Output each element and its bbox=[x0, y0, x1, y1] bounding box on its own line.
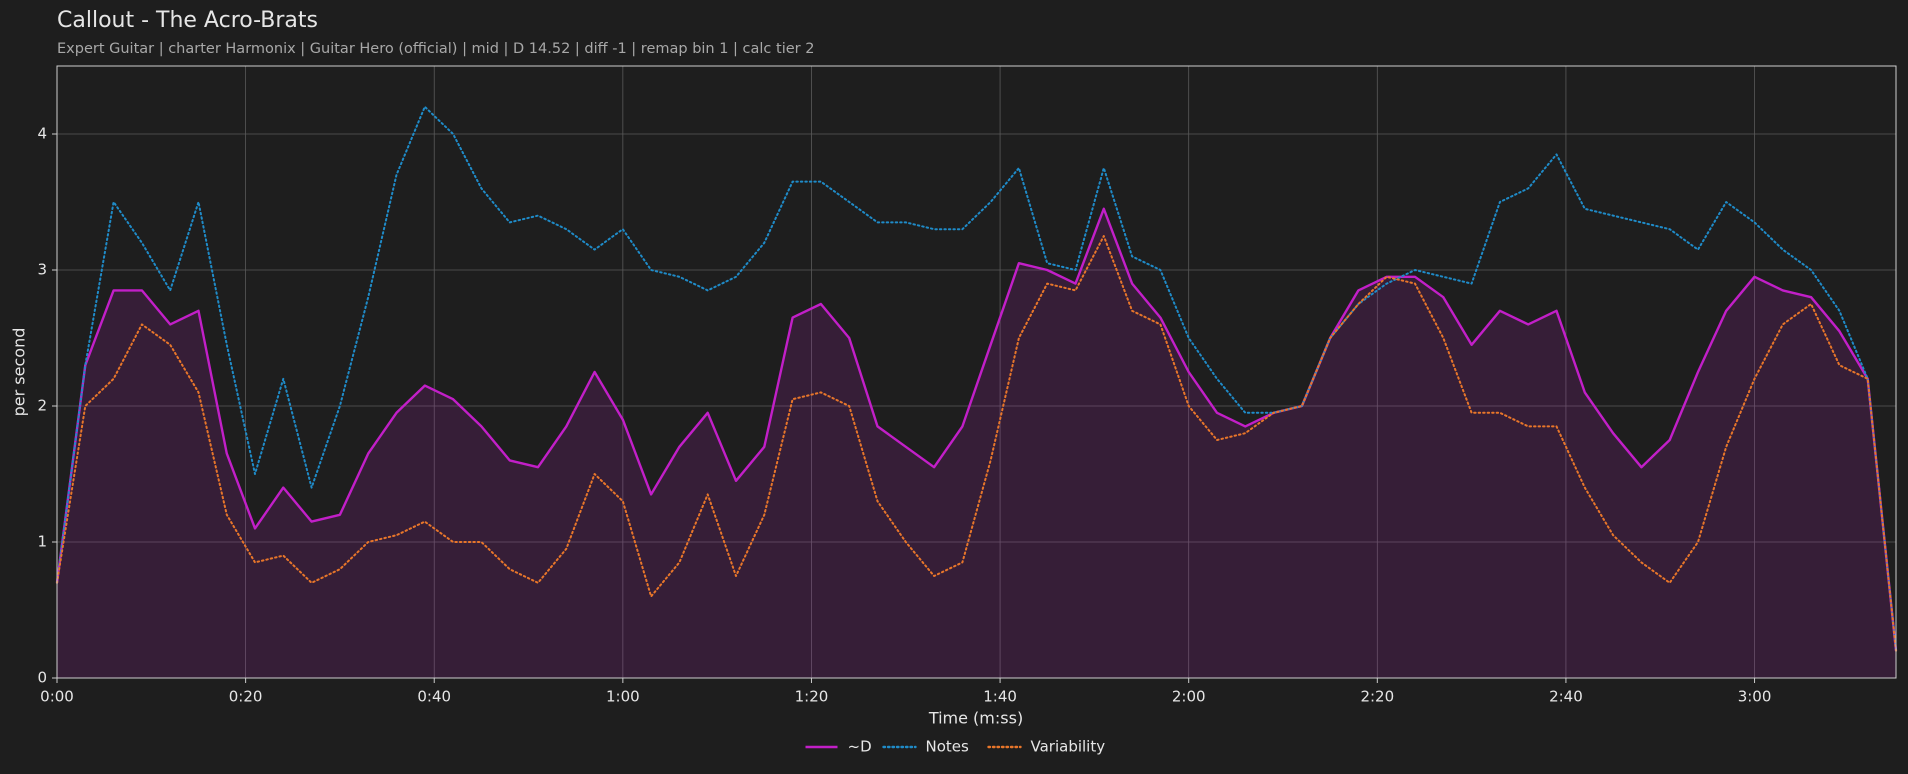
x-tick-label: 0:00 bbox=[40, 688, 74, 706]
x-tick-label: 2:00 bbox=[1172, 688, 1206, 706]
legend-label: ~D bbox=[848, 738, 872, 756]
x-tick-label: 2:20 bbox=[1360, 688, 1394, 706]
y-tick-label: 1 bbox=[37, 533, 47, 551]
chart-subtitle: Expert Guitar | charter Harmonix | Guita… bbox=[57, 41, 814, 57]
plot-frame bbox=[56, 65, 1897, 679]
plot-area bbox=[57, 66, 1896, 678]
y-tick-label: 0 bbox=[37, 669, 47, 687]
x-tick-label: 1:00 bbox=[606, 688, 640, 706]
x-tick-label: 2:40 bbox=[1549, 688, 1583, 706]
y-tick-label: 4 bbox=[37, 125, 47, 143]
chart-title: Callout - The Acro-Brats bbox=[57, 8, 318, 33]
x-axis-label: Time (m:ss) bbox=[928, 709, 1023, 728]
area bbox=[57, 208, 1896, 679]
y-tick-label: 2 bbox=[37, 397, 47, 415]
line-series bbox=[56, 235, 1897, 652]
y-axis-label: per second bbox=[10, 328, 29, 417]
line-series bbox=[55, 207, 1898, 651]
line-series bbox=[56, 105, 1897, 652]
x-tick-label: 1:40 bbox=[983, 688, 1017, 706]
y-tick-label: 3 bbox=[37, 261, 47, 279]
x-tick-label: 0:40 bbox=[417, 688, 451, 706]
legend-label: Notes bbox=[926, 738, 970, 756]
x-tick-label: 0:20 bbox=[229, 688, 263, 706]
legend-label: Variability bbox=[1031, 738, 1106, 756]
x-tick-label: 3:00 bbox=[1738, 688, 1772, 706]
x-tick-label: 1:20 bbox=[795, 688, 829, 706]
